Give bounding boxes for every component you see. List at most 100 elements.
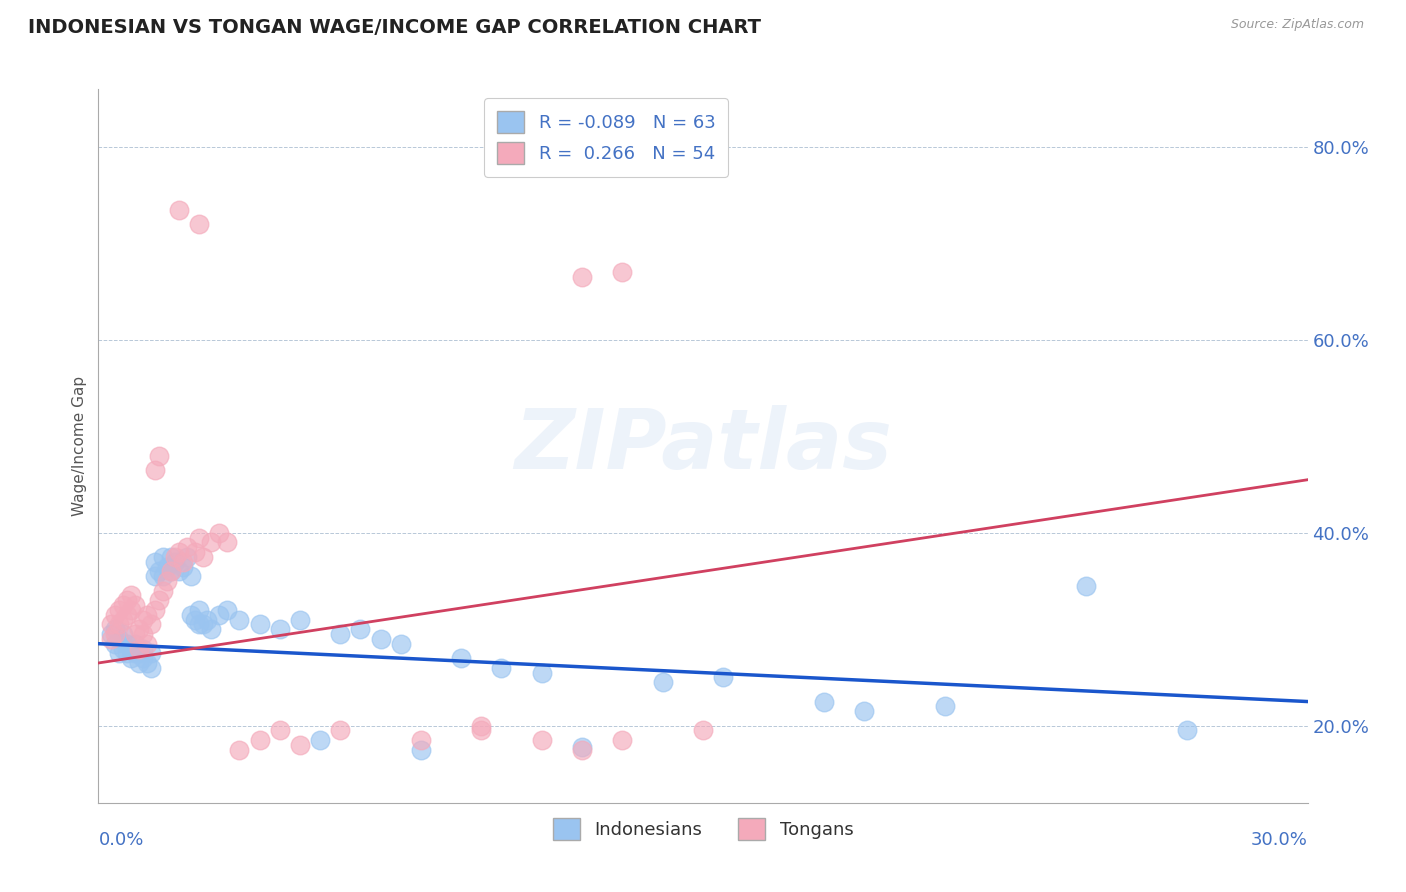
Point [107, 632, 129, 646]
Point [188, 531, 211, 545]
Point [184, 613, 207, 627]
Point [115, 646, 138, 660]
Point [120, 651, 142, 665]
Point [139, 646, 162, 660]
Point [409, 733, 432, 747]
Point [163, 555, 186, 569]
Point [217, 603, 239, 617]
Point [208, 525, 231, 540]
Point [167, 202, 190, 217]
Point [132, 613, 155, 627]
Point [111, 598, 134, 612]
Point [156, 559, 179, 574]
Text: Source: ZipAtlas.com: Source: ZipAtlas.com [1230, 18, 1364, 31]
Point [135, 637, 157, 651]
Point [217, 535, 239, 549]
Point [193, 617, 215, 632]
Point [143, 569, 166, 583]
Point [115, 607, 138, 622]
Text: ZIPatlas: ZIPatlas [515, 406, 891, 486]
Point [184, 545, 207, 559]
Point [200, 622, 222, 636]
Point [389, 637, 412, 651]
Legend: Indonesians, Tongans: Indonesians, Tongans [546, 811, 860, 847]
Point [409, 743, 432, 757]
Point [103, 622, 125, 636]
Point [156, 574, 179, 588]
Point [103, 607, 125, 622]
Point [160, 565, 183, 579]
Point [228, 613, 250, 627]
Point [124, 627, 146, 641]
Point [370, 632, 392, 646]
Point [107, 646, 129, 660]
Point [172, 559, 194, 574]
Point [329, 627, 352, 641]
Point [163, 549, 186, 564]
Point [120, 641, 142, 656]
Point [651, 675, 673, 690]
Point [188, 217, 211, 231]
Point [128, 622, 150, 636]
Point [135, 607, 157, 622]
Point [111, 613, 134, 627]
Point [180, 607, 202, 622]
Point [124, 637, 146, 651]
Point [128, 641, 150, 656]
Point [249, 733, 271, 747]
Text: INDONESIAN VS TONGAN WAGE/INCOME GAP CORRELATION CHART: INDONESIAN VS TONGAN WAGE/INCOME GAP COR… [28, 18, 761, 37]
Point [167, 565, 190, 579]
Point [195, 613, 218, 627]
Point [176, 549, 198, 564]
Point [152, 583, 174, 598]
Y-axis label: Wage/Income Gap: Wage/Income Gap [72, 376, 87, 516]
Point [491, 661, 513, 675]
Point [103, 637, 125, 651]
Point [288, 613, 311, 627]
Point [135, 656, 157, 670]
Point [128, 656, 150, 670]
Point [176, 541, 198, 555]
Point [100, 617, 122, 632]
Point [167, 545, 190, 559]
Point [571, 739, 593, 754]
Point [148, 565, 170, 579]
Point [100, 627, 122, 641]
Point [193, 549, 215, 564]
Point [269, 723, 291, 738]
Point [208, 607, 231, 622]
Point [934, 699, 956, 714]
Point [853, 704, 876, 718]
Point [139, 661, 162, 675]
Point [148, 593, 170, 607]
Point [107, 617, 129, 632]
Point [530, 733, 553, 747]
Point [571, 270, 593, 285]
Point [107, 603, 129, 617]
Point [128, 646, 150, 660]
Point [249, 617, 271, 632]
Point [1175, 723, 1198, 738]
Point [1074, 579, 1097, 593]
Text: 30.0%: 30.0% [1251, 831, 1308, 849]
Point [692, 723, 714, 738]
Point [160, 565, 183, 579]
Point [349, 622, 371, 636]
Text: 0.0%: 0.0% [98, 831, 143, 849]
Point [612, 265, 634, 279]
Point [571, 743, 593, 757]
Point [132, 641, 155, 656]
Point [143, 555, 166, 569]
Point [530, 665, 553, 680]
Point [143, 463, 166, 477]
Point [228, 743, 250, 757]
Point [111, 627, 134, 641]
Point [288, 738, 311, 752]
Point [188, 617, 211, 632]
Point [115, 593, 138, 607]
Point [132, 627, 155, 641]
Point [124, 646, 146, 660]
Point [100, 632, 122, 646]
Point [148, 449, 170, 463]
Point [139, 617, 162, 632]
